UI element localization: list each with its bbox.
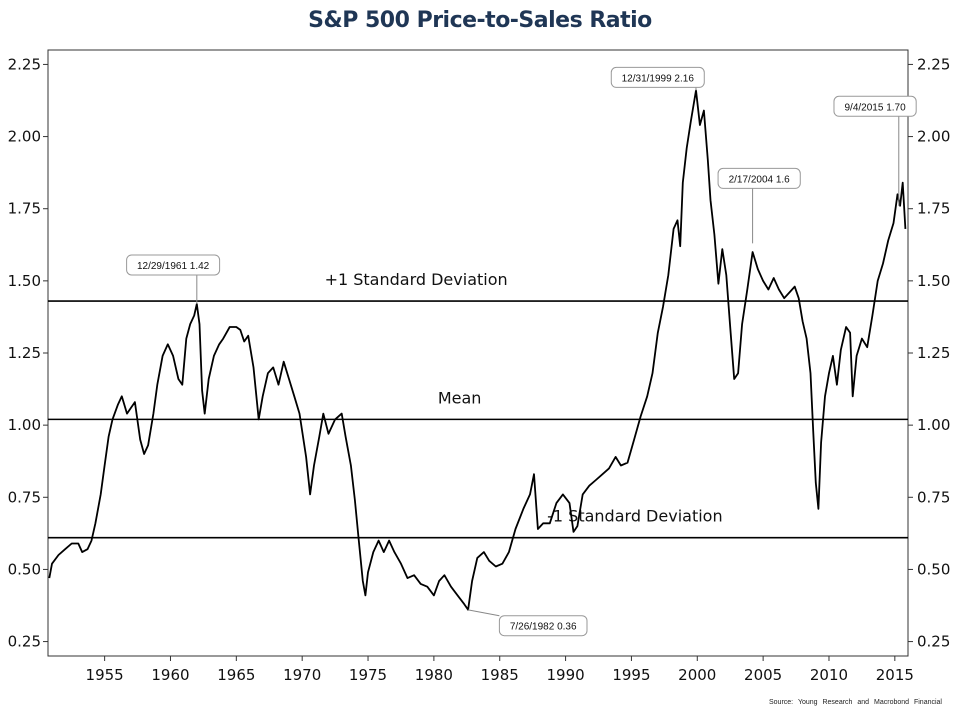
callout-box [610,66,705,88]
callout-label: 2/17/2004 1.6 [729,174,791,185]
callout-box [498,615,588,637]
y-tick-label-left: 2.00 [8,128,41,146]
x-tick-label: 1970 [283,666,321,684]
y-tick-label-left: 1.00 [8,416,41,434]
y-tick-label-left: 0.25 [8,633,41,651]
x-axis: 1955 1960 1965 1970 1975 1980 1985 1990 1995 2000… [86,656,914,684]
callout-label: 12/29/1961 1.42 [137,261,210,272]
source-note: Source: Young Research and Macrobond Fin… [769,699,942,706]
reference-lines: +1 Standard Deviation Mean -1 Standard Dev… [48,270,908,539]
x-tick-label: 1975 [349,666,387,684]
y-tick-label-right: 2.25 [917,55,950,73]
x-tick-label: 1955 [86,666,124,684]
x-tick-label: 2015 [876,666,914,684]
y-tick-label-right: 0.50 [917,560,950,578]
y-tick-label-left: 2.25 [8,55,41,73]
y-tick-label-right: 1.25 [917,344,950,362]
x-tick-label: 1990 [546,666,584,684]
y-tick-label-right: 1.50 [917,272,950,290]
y-tick-label-right: 1.00 [917,416,950,434]
reference-line-label: +1 Standard Deviation [325,270,508,289]
reference-line-label: Mean [438,388,482,407]
plot-frame [47,49,909,657]
callout-label: 12/31/1999 2.16 [622,73,695,84]
x-tick-label: 1965 [217,666,255,684]
x-tick-label: 2010 [810,666,848,684]
callout-box [833,95,917,117]
callout-label: 7/26/1982 0.36 [510,622,577,633]
callout-label: 9/4/2015 1.70 [844,102,906,113]
y-tick-label-left: 0.50 [8,560,41,578]
callouts: 12/29/1961 1.42 7/26/1982 0.36 12/31/1999 … [126,66,917,637]
series-line [48,89,907,611]
x-tick-label: 1995 [612,666,650,684]
callout-box [126,254,221,276]
x-tick-label: 1980 [415,666,453,684]
y-tick-label-right: 0.25 [917,633,950,651]
y-tick-label-left: 0.75 [8,488,41,506]
y-tick-label-left: 1.75 [8,200,41,218]
x-tick-label: 2005 [744,666,782,684]
x-tick-label: 1960 [151,666,189,684]
x-tick-label: 1985 [481,666,519,684]
series-layer [48,89,907,611]
right-y-axis: 0.25 0.50 0.75 1.00 1.25 1.50 1.75 2.00 2.25 [908,55,950,651]
y-tick-label-right: 0.75 [917,488,950,506]
y-tick-label-left: 1.25 [8,344,41,362]
y-tick-label-left: 1.50 [8,272,41,290]
reference-line-label: -1 Standard Deviation [547,507,722,526]
callout-leader [468,609,500,617]
x-tick-label: 2000 [678,666,716,684]
y-tick-label-right: 2.00 [917,128,950,146]
callout-box [717,167,801,189]
chart-title: S&P 500 Price-to-Sales Ratio [308,8,652,33]
left-y-axis: 0.25 0.50 0.75 1.00 1.25 1.50 1.75 2.00 2.25 [8,55,48,651]
y-tick-label-right: 1.75 [917,200,950,218]
